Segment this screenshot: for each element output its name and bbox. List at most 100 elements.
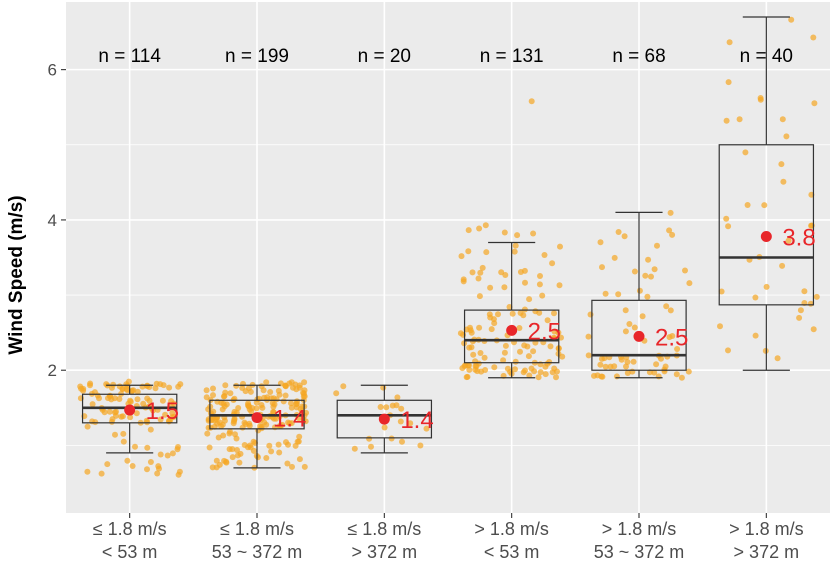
y-tick-label: 6 (48, 61, 57, 80)
data-point (723, 215, 730, 222)
data-point (521, 306, 528, 313)
data-point (204, 430, 211, 437)
data-point (559, 353, 566, 360)
data-point (407, 420, 414, 427)
data-point (236, 459, 243, 466)
data-point (231, 395, 238, 402)
data-point (239, 385, 246, 391)
x-tick-label-line1: > 1.8 m/s (729, 519, 804, 539)
data-point (536, 309, 543, 316)
data-point (383, 404, 390, 411)
x-tick-label-line1: > 1.8 m/s (474, 519, 549, 539)
data-point (544, 360, 551, 367)
data-point (175, 444, 181, 450)
data-point (779, 116, 786, 123)
data-point (661, 366, 668, 373)
data-point (105, 395, 111, 402)
iqr-box (463, 309, 560, 364)
data-point (598, 355, 605, 362)
data-point (203, 387, 210, 394)
x-tick-label-line1: ≤ 1.8 m/s (93, 519, 167, 539)
data-point (514, 232, 521, 239)
data-point (245, 385, 252, 392)
data-point (147, 459, 154, 465)
data-point (176, 468, 183, 475)
data-point (263, 379, 270, 386)
data-point (255, 454, 261, 461)
data-point (615, 229, 622, 235)
data-point (667, 307, 674, 314)
data-point (284, 460, 291, 467)
data-point (506, 304, 513, 310)
data-point (162, 411, 169, 418)
data-point (599, 264, 605, 271)
data-point (723, 117, 730, 124)
data-point (512, 366, 518, 373)
data-point (501, 349, 508, 356)
data-point (644, 293, 651, 300)
data-point (585, 333, 592, 340)
data-point (296, 456, 303, 463)
data-point (551, 310, 557, 317)
data-point (80, 385, 87, 392)
data-point (108, 384, 115, 391)
data-point (517, 348, 523, 355)
data-point (622, 328, 629, 335)
data-point (132, 443, 138, 450)
data-point (558, 334, 564, 341)
data-point (129, 463, 136, 469)
data-point (205, 424, 212, 431)
data-point (654, 242, 660, 249)
data-point (127, 397, 134, 404)
x-tick-label-line2: > 372 m (734, 542, 800, 562)
data-point (742, 149, 749, 156)
data-point (92, 419, 99, 426)
data-point (725, 347, 731, 354)
data-point (167, 417, 174, 424)
plot-panel (66, 2, 830, 513)
data-point (553, 374, 559, 381)
mean-marker (251, 412, 263, 424)
data-point (752, 332, 759, 339)
data-point (155, 463, 162, 470)
data-point (682, 267, 688, 274)
data-point (134, 396, 141, 403)
data-point (467, 324, 473, 331)
data-point (273, 415, 279, 422)
data-point (116, 383, 123, 390)
data-point (289, 463, 295, 470)
data-point (674, 346, 681, 352)
data-point (466, 366, 473, 373)
data-point (108, 418, 115, 425)
data-point (288, 404, 295, 411)
data-point (490, 316, 497, 323)
data-point (219, 421, 226, 428)
data-point (294, 438, 301, 445)
data-point (282, 383, 289, 390)
data-point (810, 34, 817, 41)
data-point (624, 359, 631, 365)
data-point (622, 307, 629, 314)
data-point (678, 374, 685, 381)
data-point (394, 394, 401, 401)
data-point (475, 275, 482, 282)
y-tick-label: 2 (48, 361, 57, 380)
data-point (549, 260, 556, 267)
data-point (169, 450, 176, 457)
x-tick-label-line2: > 372 m (352, 542, 418, 562)
data-point (127, 414, 134, 421)
data-point (626, 321, 633, 327)
data-point (511, 248, 518, 255)
data-point (495, 311, 501, 318)
data-point (229, 454, 236, 461)
data-point (686, 280, 693, 287)
data-point (210, 385, 216, 392)
data-point (399, 438, 405, 445)
data-point (159, 397, 166, 404)
mean-markers: 1.5 1.4 1.4 2.5 2.5 3.8 (124, 224, 816, 434)
data-point (266, 442, 273, 449)
data-point (651, 369, 658, 376)
data-point (631, 268, 638, 275)
data-point (120, 430, 127, 437)
sample-count-label: n = 68 (612, 46, 665, 67)
